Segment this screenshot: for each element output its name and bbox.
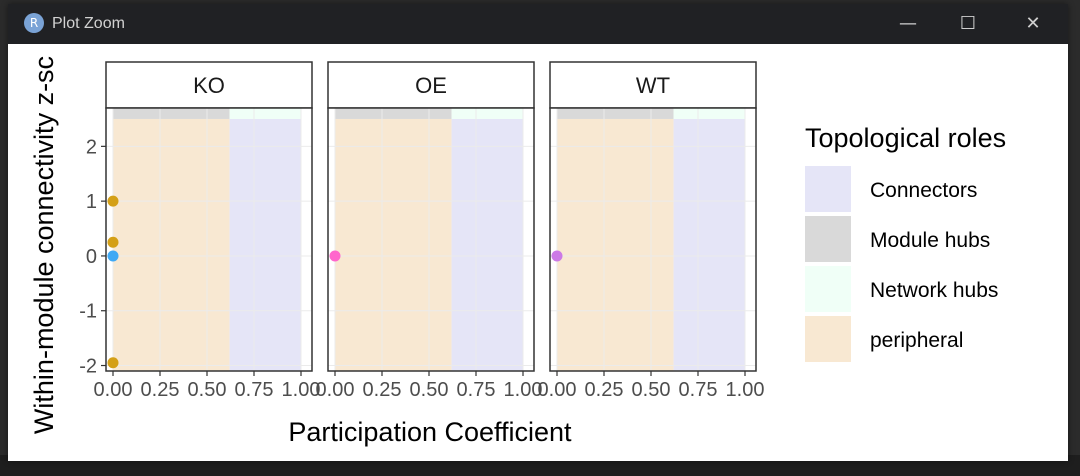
window-title: Plot Zoom (52, 15, 125, 32)
x-tick-label: 0.75 (235, 379, 274, 401)
facet-strip (549, 61, 757, 109)
r-app-icon: R (24, 13, 44, 33)
data-point (107, 236, 119, 248)
facet-strip (105, 61, 313, 109)
region-peripheral (335, 118, 452, 371)
x-tick-label: 1.00 (726, 379, 765, 401)
region-network-hubs (673, 108, 745, 119)
x-tick-label: 0.00 (538, 379, 577, 401)
facet-strip-label: WT (636, 73, 670, 98)
window-titlebar[interactable]: R Plot Zoom — ☐ ✕ (8, 4, 1068, 44)
plot-area: KO 0.00 0.25 0.50 0.75 1.00 OE 0.00 0.25 0.50 0.75… (29, 56, 1006, 447)
x-tick-label: 0.00 (94, 379, 133, 401)
legend-label: peripheral (870, 329, 963, 352)
y-tick-label: -2 (79, 356, 97, 378)
legend-label: Connectors (870, 179, 977, 202)
region-module-hubs (113, 108, 230, 119)
legend-label: Network hubs (870, 279, 998, 302)
region-peripheral (557, 118, 674, 371)
facet-panel-wt: WT 0.00 0.25 0.50 0.75 1.00 (538, 61, 765, 401)
facet-panels: KO 0.00 0.25 0.50 0.75 1.00 OE 0.00 0.25 0.50 0.75… (94, 61, 765, 401)
facet-strip-label: KO (193, 73, 225, 98)
facet-strip (327, 61, 535, 109)
region-network-hubs (451, 108, 523, 119)
x-tick-label: 0.00 (316, 379, 355, 401)
data-point (107, 195, 119, 207)
legend-key-module-hubs (805, 216, 851, 262)
region-connectors (451, 118, 523, 371)
panel-border (327, 107, 535, 372)
x-tick-label: 0.50 (410, 379, 449, 401)
legend-key-network-hubs (805, 266, 851, 312)
x-tick-label: 0.25 (585, 379, 624, 401)
facet-panel-oe: OE 0.00 0.25 0.50 0.75 1.00 (316, 61, 543, 401)
x-tick-label: 0.75 (679, 379, 718, 401)
x-tick-label: 0.50 (632, 379, 671, 401)
region-connectors (229, 118, 301, 371)
facet-panel-ko: KO 0.00 0.25 0.50 0.75 1.00 (94, 61, 321, 401)
legend-title: Topological roles (805, 123, 1006, 153)
data-point (107, 357, 119, 369)
y-tick-label: 0 (86, 246, 97, 268)
data-point (107, 250, 119, 262)
legend-key-connectors (805, 166, 851, 212)
y-tick-label: 2 (86, 136, 97, 158)
plot-zoom-window: R Plot Zoom — ☐ ✕ KO 0.00 0.25 0.50 0.75 1.00… (8, 4, 1068, 461)
y-tick-label: -1 (79, 301, 97, 323)
y-axis-title: Within-module connectivity z-sc (29, 56, 59, 434)
region-module-hubs (335, 108, 452, 119)
data-point (551, 250, 563, 262)
y-tick-label: 1 (86, 191, 97, 213)
x-tick-label: 1.00 (282, 379, 321, 401)
x-axis-title: Participation Coefficient (288, 417, 572, 447)
x-tick-label: 0.75 (457, 379, 496, 401)
x-tick-label: 0.50 (188, 379, 227, 401)
data-point (329, 250, 341, 262)
x-tick-label: 1.00 (504, 379, 543, 401)
y-axis: -2 -1 0 1 2 (79, 136, 106, 378)
region-network-hubs (229, 108, 301, 119)
legend: Topological roles Connectors Module hubs N… (805, 123, 1006, 362)
region-peripheral (113, 118, 230, 371)
facet-strip-label: OE (415, 73, 447, 98)
x-tick-label: 0.25 (141, 379, 180, 401)
panel-border (549, 107, 757, 372)
region-module-hubs (557, 108, 674, 119)
panel-border (105, 107, 313, 372)
x-tick-label: 0.25 (363, 379, 402, 401)
region-connectors (673, 118, 745, 371)
legend-label: Module hubs (870, 229, 990, 252)
legend-key-peripheral (805, 316, 851, 362)
minimize-button[interactable]: — (899, 13, 917, 34)
close-button[interactable]: ✕ (1025, 13, 1041, 34)
maximize-button[interactable]: ☐ (959, 13, 977, 34)
